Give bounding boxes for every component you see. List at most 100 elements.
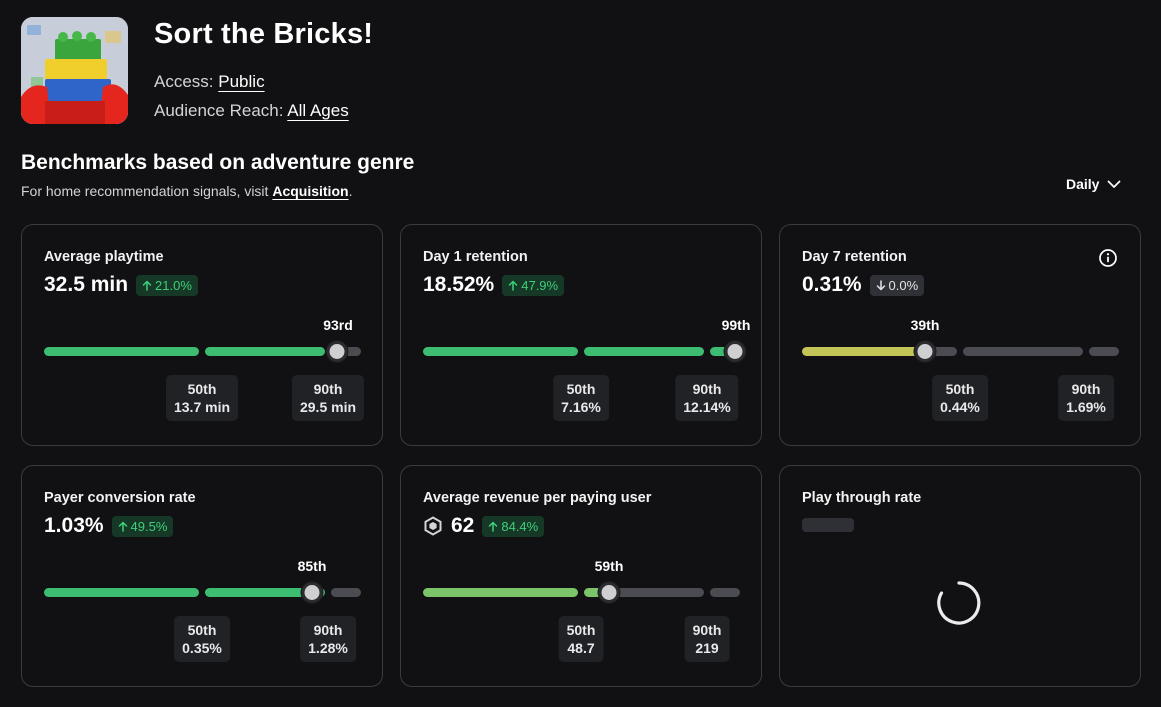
p50-value: 13.7 min xyxy=(173,399,231,415)
delta-value: 0.0% xyxy=(888,277,919,293)
metric-card-title: Payer conversion rate xyxy=(44,490,196,506)
bar-segment-low xyxy=(423,588,578,597)
bar-segment-high xyxy=(331,588,361,597)
p90-value: 29.5 min xyxy=(299,399,357,415)
p90-label: 90th xyxy=(1071,381,1101,397)
metric-value: 1.03% xyxy=(44,514,104,537)
metric-value: 62 xyxy=(451,514,475,537)
metric-value-row: 62 84.4% xyxy=(423,514,545,538)
metric-card-play-through-rate: Play through rate xyxy=(779,465,1141,687)
percentile-slider-knob xyxy=(914,341,936,362)
metric-card-arppu: Average revenue per paying user 62 84.4%… xyxy=(400,465,762,687)
game-thumbnail xyxy=(21,17,128,124)
delta-value: 21.0% xyxy=(155,277,192,293)
p90-value: 12.14% xyxy=(683,399,731,415)
game-thumbnail-image xyxy=(21,17,128,124)
loading-placeholder xyxy=(802,518,854,532)
delta-badge: 49.5% xyxy=(111,515,174,537)
bar-segment-high xyxy=(1089,347,1119,356)
p50-value: 48.7 xyxy=(567,640,595,656)
p50-label: 50th xyxy=(187,622,217,638)
metric-value-row: 18.52% 47.9% xyxy=(423,273,565,297)
percentile-slider-knob xyxy=(326,341,348,362)
p50-marker: 50th 0.44% xyxy=(932,375,988,421)
p90-marker: 90th 29.5 min xyxy=(291,375,365,421)
p50-label: 50th xyxy=(566,381,596,397)
delta-badge: 47.9% xyxy=(502,274,565,296)
bar-segment-low xyxy=(802,347,957,356)
percentile-slider-knob xyxy=(301,582,323,603)
acquisition-link[interactable]: Acquisition xyxy=(272,183,349,199)
delta-value: 47.9% xyxy=(521,277,559,293)
p50-value: 0.35% xyxy=(182,640,222,656)
access-line: Access: Public xyxy=(154,72,265,92)
loading-spinner-icon xyxy=(937,581,981,625)
p50-label: 50th xyxy=(566,622,596,638)
p90-label: 90th xyxy=(692,381,722,397)
bar-segment-low xyxy=(44,347,199,356)
access-label: Access: xyxy=(154,72,214,91)
p50-marker: 50th 7.16% xyxy=(553,375,609,421)
percentile-rank: 39th xyxy=(910,317,940,333)
period-dropdown[interactable]: Daily xyxy=(1066,176,1121,192)
metric-card-average-playtime: Average playtime 32.5 min 21.0% 93rd 50t… xyxy=(21,224,383,446)
percentile-slider-knob xyxy=(598,582,620,603)
metric-card-title: Average revenue per paying user xyxy=(423,490,652,506)
bar-segment-mid xyxy=(584,347,704,356)
chevron-down-icon xyxy=(1108,180,1121,188)
p90-label: 90th xyxy=(692,622,722,638)
p90-value: 219 xyxy=(695,640,719,656)
game-title: Sort the Bricks! xyxy=(154,18,374,50)
metric-value-row: 32.5 min 21.0% xyxy=(44,273,198,297)
p50-marker: 50th 13.7 min xyxy=(165,375,239,421)
p50-value: 7.16% xyxy=(561,399,601,415)
bar-segment-high xyxy=(710,588,740,597)
metric-card-title: Day 1 retention xyxy=(423,249,528,265)
bar-segment-mid xyxy=(205,588,325,597)
arrow-up-icon xyxy=(142,280,152,291)
access-value-link[interactable]: Public xyxy=(218,72,265,91)
metric-card-day7-retention: Day 7 retention 0.31% 0.0% 39th 50th 0.4… xyxy=(779,224,1141,446)
delta-value: 49.5% xyxy=(130,518,168,534)
benchmarks-subtitle-suffix: . xyxy=(348,183,353,199)
delta-badge: 21.0% xyxy=(136,274,198,296)
arrow-up-icon xyxy=(508,280,518,291)
p90-value: 1.28% xyxy=(308,640,348,656)
percentile-rank: 93rd xyxy=(323,317,353,333)
p50-label: 50th xyxy=(945,381,975,397)
arrow-down-icon xyxy=(876,279,885,290)
p50-label: 50th xyxy=(187,381,217,397)
bar-segment-low xyxy=(44,588,199,597)
metric-card-title: Play through rate xyxy=(802,490,922,506)
percentile-rank: 85th xyxy=(297,558,327,574)
p90-label: 90th xyxy=(313,622,343,638)
bar-segment-mid xyxy=(963,347,1083,356)
metric-card-day1-retention: Day 1 retention 18.52% 47.9% 99th 50th 7… xyxy=(400,224,762,446)
bar-segment-low xyxy=(423,347,578,356)
bar-segment-mid xyxy=(584,588,704,597)
p50-marker: 50th 48.7 xyxy=(558,616,604,662)
arrow-up-icon xyxy=(489,521,498,532)
metric-card-payer-conversion-rate: Payer conversion rate 1.03% 49.5% 85th 5… xyxy=(21,465,383,687)
info-icon[interactable] xyxy=(1098,248,1118,268)
period-dropdown-label: Daily xyxy=(1066,176,1100,192)
metric-value: 0.31% xyxy=(802,273,862,296)
audience-reach-value-link[interactable]: All Ages xyxy=(287,101,349,120)
metric-value-row: 0.31% 0.0% xyxy=(802,273,925,297)
delta-badge: 84.4% xyxy=(482,515,545,537)
p90-marker: 90th 219 xyxy=(684,616,730,662)
p90-marker: 90th 1.69% xyxy=(1058,375,1114,421)
p90-value: 1.69% xyxy=(1066,399,1106,415)
delta-badge: 0.0% xyxy=(869,274,925,296)
percentile-rank: 99th xyxy=(721,317,751,333)
benchmarks-title: Benchmarks based on adventure genre xyxy=(21,151,415,174)
benchmarks-subtitle: For home recommendation signals, visit A… xyxy=(21,183,352,199)
benchmarks-subtitle-prefix: For home recommendation signals, visit xyxy=(21,183,273,199)
percentile-rank: 59th xyxy=(594,558,624,574)
metric-value: 32.5 min xyxy=(44,273,129,296)
arrow-up-icon xyxy=(118,521,127,532)
p90-label: 90th xyxy=(313,381,343,397)
p90-marker: 90th 1.28% xyxy=(300,616,356,662)
p90-marker: 90th 12.14% xyxy=(675,375,739,421)
